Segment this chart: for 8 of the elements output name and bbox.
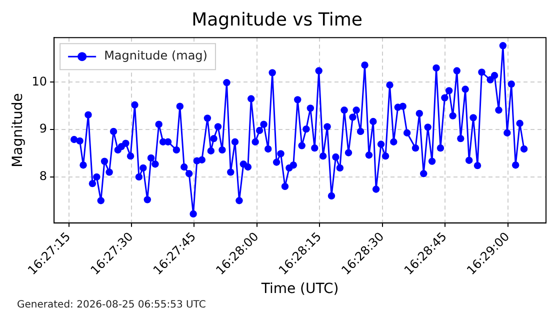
legend-label: Magnitude (mag)	[104, 48, 208, 63]
x-axis-title: Time (UTC)	[260, 281, 339, 298]
y-axis-title: Magnitude	[10, 93, 26, 168]
y-tick-label: 9	[39, 122, 48, 136]
chart-title: Magnitude vs Time	[192, 9, 362, 30]
y-tick-label: 8	[39, 169, 48, 184]
y-tick-label: 10	[32, 74, 48, 88]
text: Generated: 2026-08-25 06:55:53 UTC	[17, 300, 206, 311]
